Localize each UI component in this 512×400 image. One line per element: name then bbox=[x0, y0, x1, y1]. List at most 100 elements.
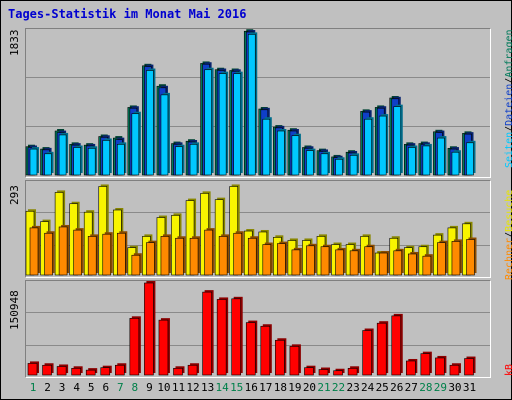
bar-middle-rechner-7 bbox=[117, 231, 128, 276]
bar-top-seiten-3 bbox=[58, 132, 69, 176]
bar-bottom-kb-22 bbox=[333, 368, 345, 376]
bar-middle-rechner-28 bbox=[422, 254, 433, 276]
legend-sep: / bbox=[504, 126, 512, 132]
bar-bottom-kb-30 bbox=[449, 363, 461, 376]
bar-middle-rechner-1 bbox=[29, 225, 40, 276]
day-label: 18 bbox=[273, 381, 287, 394]
day-label: 25 bbox=[375, 381, 389, 394]
bar-bottom-kb-23 bbox=[347, 366, 360, 376]
gridline bbox=[26, 345, 490, 346]
bar-middle-rechner-24 bbox=[364, 244, 375, 276]
bar-middle-rechner-17 bbox=[262, 242, 273, 276]
day-label: 2 bbox=[44, 381, 51, 394]
bar-top-seiten-11 bbox=[175, 144, 185, 176]
day-label: 8 bbox=[131, 381, 139, 394]
gridline bbox=[26, 126, 490, 127]
bar-top-seiten-7 bbox=[117, 142, 127, 176]
bar-top-seiten-5 bbox=[87, 146, 98, 176]
bar-top-seiten-14 bbox=[218, 71, 229, 176]
bar-middle-rechner-29 bbox=[437, 240, 448, 276]
day-label: 7 bbox=[116, 381, 124, 394]
bar-bottom-kb-20 bbox=[304, 365, 316, 376]
bar-bottom-kb-1 bbox=[27, 361, 39, 376]
bar-bottom-kb-15 bbox=[231, 296, 243, 376]
day-label: 3 bbox=[58, 381, 66, 394]
bar-bottom-kb-25 bbox=[376, 321, 389, 376]
bar-middle-rechner-10 bbox=[160, 234, 171, 276]
bar-bottom-kb-27 bbox=[405, 358, 418, 376]
day-label: 19 bbox=[288, 381, 302, 394]
bar-top-seiten-27 bbox=[407, 145, 418, 176]
gridline bbox=[26, 77, 490, 78]
legend-kb: kB bbox=[504, 363, 512, 376]
bar-middle-rechner-3 bbox=[58, 224, 70, 276]
legend-besuche: Besuche bbox=[504, 189, 512, 232]
legend-middle: Rechner/Besuche bbox=[504, 190, 512, 280]
bar-top-seiten-1 bbox=[29, 147, 39, 176]
day-label: 24 bbox=[361, 381, 375, 394]
bar-middle-rechner-12 bbox=[189, 236, 201, 276]
bar-top-seiten-6 bbox=[102, 138, 112, 176]
bar-top-seiten-9 bbox=[146, 68, 156, 176]
bar-top-seiten-29 bbox=[437, 136, 447, 176]
bar-middle-rechner-11 bbox=[175, 236, 186, 276]
bar-top-seiten-23 bbox=[349, 153, 360, 176]
bar-bottom-kb-9 bbox=[144, 281, 156, 376]
day-label: 27 bbox=[404, 381, 418, 394]
bar-bottom-kb-7 bbox=[115, 363, 127, 376]
bar-middle-rechner-21 bbox=[320, 244, 331, 276]
bar-bottom-kb-17 bbox=[260, 324, 272, 376]
bar-middle-rechner-26 bbox=[393, 248, 404, 276]
legend-sep: / bbox=[504, 78, 512, 84]
bar-middle-rechner-14 bbox=[218, 234, 230, 276]
bar-top-seiten-16 bbox=[247, 32, 258, 176]
bar-bottom-kb-6 bbox=[100, 365, 112, 376]
day-label: 20 bbox=[302, 381, 317, 394]
gridline bbox=[26, 212, 490, 213]
bar-top-seiten-17 bbox=[262, 117, 272, 176]
day-label: 21 bbox=[317, 381, 331, 394]
bar-middle-rechner-9 bbox=[146, 240, 157, 276]
bar-top-seiten-15 bbox=[233, 71, 243, 176]
bar-middle-rechner-6 bbox=[102, 232, 113, 276]
legend-seiten: Seiten bbox=[504, 131, 512, 168]
bar-bottom-kb-26 bbox=[391, 313, 403, 376]
bar-top-seiten-18 bbox=[277, 129, 287, 176]
bar-bottom-kb-21 bbox=[318, 367, 330, 376]
bar-top-seiten-30 bbox=[451, 150, 461, 176]
bar-bottom-kb-29 bbox=[435, 355, 447, 376]
bar-middle-rechner-2 bbox=[44, 231, 55, 276]
day-label: 12 bbox=[186, 381, 200, 394]
bar-bottom-kb-13 bbox=[202, 290, 214, 376]
bar-top-seiten-2 bbox=[44, 151, 54, 176]
bar-top-seiten-21 bbox=[320, 151, 330, 176]
bar-middle-rechner-19 bbox=[291, 247, 302, 276]
gridline bbox=[26, 312, 490, 313]
bar-top-seiten-12 bbox=[189, 142, 200, 176]
chart-title: Tages-Statistik im Monat Mai 2016 bbox=[8, 7, 247, 21]
bar-bottom-kb-4 bbox=[71, 366, 83, 376]
bar-bottom-kb-12 bbox=[187, 363, 200, 376]
bar-top-seiten-20 bbox=[306, 148, 316, 176]
bar-middle-rechner-15 bbox=[233, 231, 244, 276]
bar-middle-rechner-27 bbox=[407, 251, 419, 276]
legend-sep: / bbox=[504, 232, 512, 238]
bar-bottom-kb-5 bbox=[85, 368, 98, 376]
bar-bottom-kb-19 bbox=[289, 344, 301, 376]
bar-middle-rechner-13 bbox=[204, 228, 215, 276]
bar-top-seiten-19 bbox=[291, 133, 301, 176]
day-label: 5 bbox=[87, 381, 95, 394]
day-label: 13 bbox=[200, 381, 215, 394]
bar-middle-rechner-22 bbox=[335, 247, 346, 276]
bar-middle-rechner-20 bbox=[306, 243, 317, 276]
bar-bottom-kb-31 bbox=[464, 356, 476, 376]
legend-rechner: Rechner bbox=[504, 237, 512, 280]
legend-bottom: kB bbox=[504, 364, 512, 376]
bar-bottom-kb-18 bbox=[275, 338, 287, 376]
day-label: 10 bbox=[157, 381, 171, 394]
bar-top-seiten-25 bbox=[378, 114, 389, 176]
bar-middle-rechner-18 bbox=[277, 241, 288, 276]
day-label: 28 bbox=[419, 381, 433, 394]
bar-middle-rechner-4 bbox=[73, 228, 84, 276]
